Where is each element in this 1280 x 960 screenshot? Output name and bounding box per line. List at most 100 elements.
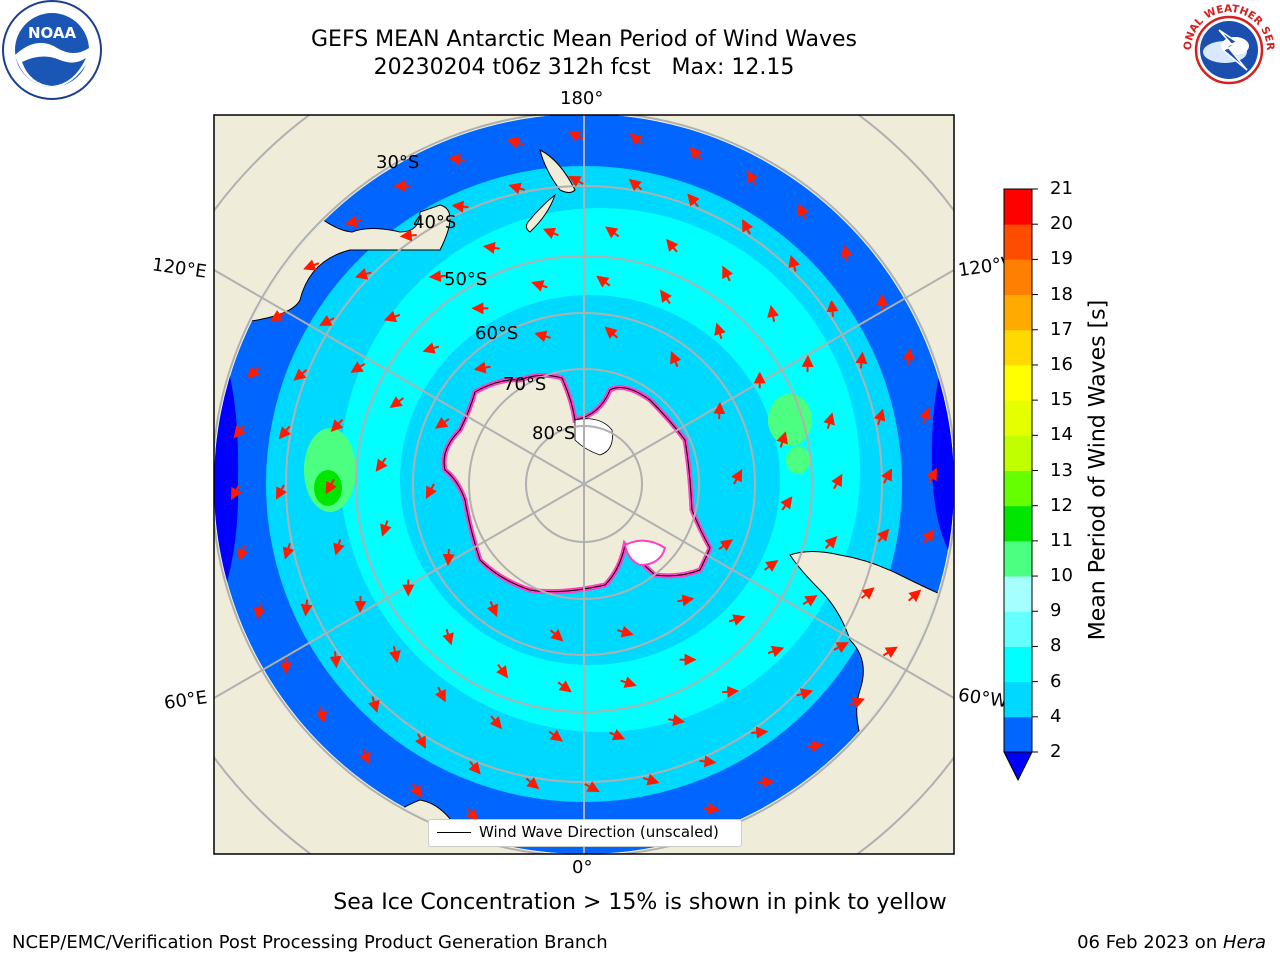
wind-wave-arrow-icon bbox=[628, 178, 643, 192]
wind-wave-arrow-icon bbox=[442, 549, 455, 567]
noaa-logo-text: NOAA bbox=[28, 24, 77, 42]
colorbar-tick-label: 16 bbox=[1050, 353, 1073, 375]
wind-wave-arrow-icon bbox=[831, 473, 843, 490]
wind-wave-arrow-icon bbox=[840, 244, 853, 262]
wind-wave-arrow-icon bbox=[666, 238, 679, 253]
sea-ice-note: Sea Ice Concentration > 15% is shown in … bbox=[333, 890, 947, 915]
footer-date: 06 Feb 2023 on Hera bbox=[1077, 932, 1266, 953]
wind-wave-arrow-icon bbox=[448, 153, 465, 166]
wind-wave-arrow-icon bbox=[670, 351, 682, 368]
wind-wave-arrow-icon bbox=[722, 265, 734, 282]
wind-wave-arrow-icon bbox=[713, 401, 726, 419]
footer-date-text: 06 Feb 2023 on bbox=[1077, 932, 1223, 953]
wind-wave-arrow-icon bbox=[907, 589, 922, 602]
wind-wave-arrow-icon bbox=[548, 729, 563, 742]
noaa-logo-icon: NOAA bbox=[2, 0, 102, 100]
wind-wave-arrow-icon bbox=[806, 740, 824, 753]
wind-wave-arrow-icon bbox=[703, 802, 720, 815]
colorbar-segment bbox=[1004, 681, 1032, 718]
colorbar-title: Mean Period of Wind Waves [s] bbox=[1085, 299, 1111, 641]
new-zealand-north bbox=[539, 149, 576, 193]
wind-wave-arrow-icon bbox=[330, 419, 344, 433]
wind-wave-arrow-icon bbox=[604, 326, 619, 339]
wind-wave-arrow-icon bbox=[722, 685, 740, 698]
map-legend: Wind Wave Direction (unscaled) bbox=[428, 819, 742, 847]
lon-label-180: 180° bbox=[560, 88, 604, 109]
graticule bbox=[214, 115, 954, 854]
wind-wave-arrow-icon bbox=[742, 219, 754, 235]
wind-wave-arrow-icon bbox=[300, 599, 313, 617]
wind-wave-arrow-icon bbox=[435, 416, 450, 429]
wind-wave-arrow-icon bbox=[375, 457, 388, 472]
colorbar-segment bbox=[1004, 329, 1032, 366]
colorbar-segment bbox=[1004, 435, 1032, 471]
wind-wave-arrow-icon bbox=[699, 755, 717, 768]
colorbar-tick-label: 10 bbox=[1050, 565, 1073, 587]
wind-wave-arrow-icon bbox=[253, 603, 266, 620]
wind-wave-arrow-icon bbox=[620, 676, 637, 688]
wind-wave-arrow-icon bbox=[596, 275, 611, 288]
wind-wave-arrow-icon bbox=[410, 782, 422, 798]
footer-host: Hera bbox=[1222, 932, 1266, 953]
wind-wave-arrow-icon bbox=[534, 330, 551, 343]
colorbar-segment bbox=[1004, 646, 1032, 683]
wind-wave-arrow-icon bbox=[525, 776, 540, 790]
colorbar-segment bbox=[1004, 611, 1032, 647]
wind-wave-arrow-icon bbox=[233, 424, 246, 439]
chart-subtitle: 20230204 t06z 312h fcst Max: 12.15 bbox=[373, 55, 795, 80]
wind-wave-arrow-icon bbox=[434, 686, 446, 703]
wind-wave-arrow-icon bbox=[293, 368, 308, 381]
wind-wave-arrow-icon bbox=[776, 431, 788, 448]
colorbar-segment bbox=[1004, 364, 1032, 401]
wind-wave-arrow-icon bbox=[549, 629, 564, 642]
wind-wave-arrow-icon bbox=[718, 539, 733, 552]
wind-wave-arrow-icon bbox=[833, 642, 849, 654]
wind-wave-arrow-icon bbox=[557, 680, 572, 693]
colorbar-tick-label: 2 bbox=[1050, 741, 1062, 762]
colorbar-tick-label: 12 bbox=[1050, 494, 1073, 516]
wind-wave-arrow-icon bbox=[873, 408, 886, 425]
wind-wave-arrow-icon bbox=[567, 130, 584, 142]
colorbar-tick-label: 9 bbox=[1050, 600, 1062, 622]
colorbar-segment bbox=[1004, 576, 1032, 612]
colorbar-tick-label: 18 bbox=[1050, 283, 1073, 305]
wind-wave-arrow-icon bbox=[542, 227, 559, 239]
legend-label: Wind Wave Direction (unscaled) bbox=[479, 823, 719, 841]
wind-wave-arrow-icon bbox=[605, 226, 620, 239]
map-frame bbox=[213, 114, 955, 855]
wind-wave-arrow-icon bbox=[278, 425, 292, 440]
wind-wave-arrow-icon bbox=[399, 229, 417, 242]
wind-wave-arrow-icon bbox=[508, 182, 525, 195]
wind-wave-arrow-icon bbox=[468, 760, 481, 775]
wind-wave-arrow-icon bbox=[860, 587, 875, 600]
wind-wave-arrow-icon bbox=[802, 595, 818, 607]
wind-wave-arrow-icon bbox=[270, 310, 286, 322]
wind-wave-arrow-icon bbox=[319, 314, 335, 326]
lat-label-80s: 80°S bbox=[532, 423, 576, 444]
period-patch-east-small bbox=[786, 446, 810, 474]
footer-credit: NCEP/EMC/Verification Post Processing Pr… bbox=[12, 932, 608, 953]
wind-wave-arrow-icon bbox=[728, 614, 746, 626]
colorbar-tick-label: 20 bbox=[1050, 213, 1073, 235]
wind-wave-arrow-icon bbox=[389, 646, 401, 663]
new-zealand-south bbox=[525, 193, 557, 233]
wind-wave-arrow-icon bbox=[246, 366, 261, 379]
wind-wave-arrow-icon bbox=[368, 696, 380, 714]
wind-wave-arrow-icon bbox=[482, 241, 500, 254]
colorbar-tick-label: 6 bbox=[1050, 670, 1062, 692]
wind-wave-arrow-icon bbox=[659, 289, 672, 304]
wind-wave-arrow-icon bbox=[428, 270, 446, 283]
wind-wave-arrow-icon bbox=[389, 396, 404, 409]
wind-wave-arrow-icon bbox=[823, 412, 835, 429]
wind-wave-arrow-icon bbox=[303, 259, 320, 271]
nws-logo-icon: NATIONAL WEATHER SERVICE bbox=[1178, 0, 1277, 98]
wind-wave-arrow-icon bbox=[359, 748, 371, 765]
lat-label-40s: 40°S bbox=[413, 212, 457, 233]
wind-wave-arrow-icon bbox=[473, 361, 491, 374]
wind-wave-arrow-icon bbox=[380, 520, 392, 537]
wind-wave-arrow-icon bbox=[855, 351, 868, 369]
wind-wave-arrow-icon bbox=[780, 496, 793, 511]
wind-wave-arrow-icon bbox=[922, 529, 935, 544]
wind-wave-arrow-icon bbox=[668, 714, 686, 727]
wind-wave-arrow-icon bbox=[315, 706, 328, 724]
